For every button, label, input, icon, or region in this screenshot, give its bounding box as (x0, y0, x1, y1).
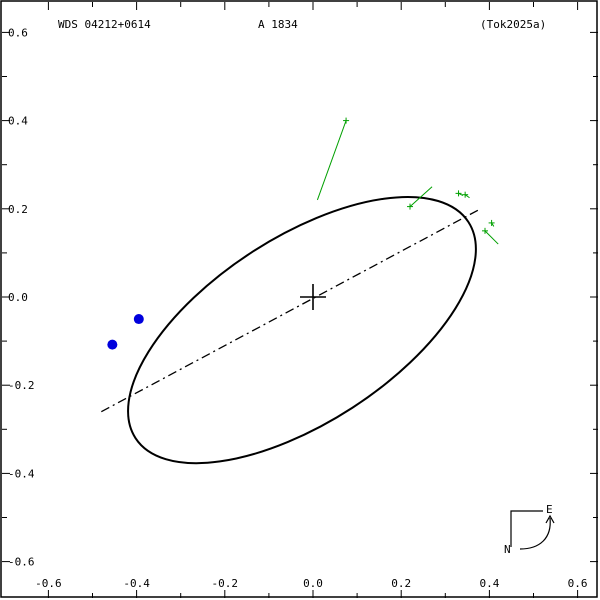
ephemeris-point (133, 314, 144, 325)
line-of-nodes (101, 208, 481, 413)
y-tick-label: 0.6 (8, 26, 28, 39)
ephemeris-point (107, 339, 118, 350)
x-tick-label: 0.6 (568, 577, 588, 590)
ephemeris-points (107, 314, 144, 350)
y-tick-label: -0.6 (8, 556, 35, 569)
x-tick-label: 0.2 (391, 577, 411, 590)
y-tick-label: -0.2 (8, 379, 35, 392)
header-reference: (Tok2025a) (480, 18, 546, 31)
compass: E N (504, 503, 555, 556)
y-tick-label: -0.4 (8, 467, 35, 480)
compass-axes (510, 510, 543, 547)
observation-residual-line (409, 186, 433, 207)
compass-arrowhead-icon (545, 514, 555, 524)
observation-point (407, 186, 433, 210)
observations (316, 117, 499, 245)
compass-arrow (519, 517, 551, 550)
observation-residual-line (316, 120, 347, 201)
x-tick-label: -0.6 (35, 577, 62, 590)
observation-residual-line (484, 230, 499, 245)
primary-star-marker (300, 284, 326, 310)
x-tick-label: -0.4 (123, 577, 150, 590)
observation-point (462, 191, 470, 199)
y-tick-label: 0.0 (8, 291, 28, 304)
x-tick-label: 0.4 (479, 577, 499, 590)
compass-north-label: N (504, 543, 511, 556)
observation-point (488, 219, 495, 227)
y-tick-labels: 0.6 0.4 0.2 0.0 -0.2 -0.4 -0.6 (8, 26, 35, 568)
header-component: A 1834 (258, 18, 298, 31)
y-tick-label: 0.2 (8, 203, 28, 216)
x-tick-label: -0.2 (212, 577, 239, 590)
observation-point (481, 227, 499, 245)
observation-point (316, 117, 350, 201)
orbit-ellipse (127, 195, 477, 465)
observation-point (455, 190, 464, 197)
y-tick-label: 0.4 (8, 115, 28, 128)
compass-east-label: E (546, 503, 553, 516)
x-tick-labels: -0.6 -0.4 -0.2 0.0 0.2 0.4 0.6 (35, 577, 587, 590)
header-designation: WDS 04212+0614 (58, 18, 151, 31)
x-tick-label: 0.0 (303, 577, 323, 590)
observation-residual-line (464, 194, 470, 199)
